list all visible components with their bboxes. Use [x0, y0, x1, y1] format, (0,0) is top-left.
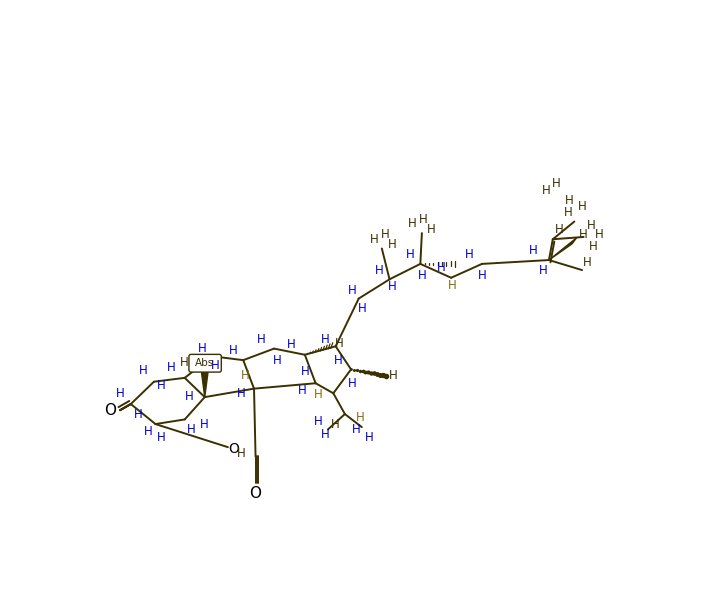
Text: H: H [365, 431, 374, 444]
Text: H: H [236, 387, 246, 400]
Text: H: H [389, 369, 398, 382]
Text: H: H [115, 387, 125, 400]
Text: H: H [335, 353, 343, 367]
Text: H: H [465, 248, 474, 261]
Text: O: O [250, 486, 261, 501]
Text: H: H [187, 423, 195, 436]
Text: H: H [321, 428, 330, 441]
Text: H: H [426, 223, 436, 236]
Text: H: H [406, 248, 414, 261]
Text: H: H [352, 423, 361, 436]
Text: H: H [529, 243, 538, 256]
Text: H: H [380, 228, 389, 241]
Text: H: H [298, 384, 307, 397]
Text: H: H [388, 238, 397, 251]
Text: H: H [198, 342, 206, 355]
Text: O: O [104, 403, 116, 418]
Text: H: H [370, 233, 379, 246]
Text: H: H [417, 269, 426, 282]
Text: H: H [478, 269, 486, 282]
Text: H: H [357, 302, 366, 315]
Text: H: H [321, 333, 330, 346]
Text: H: H [273, 353, 281, 367]
Text: H: H [553, 177, 561, 190]
Text: H: H [313, 415, 323, 428]
FancyBboxPatch shape [189, 355, 221, 372]
Text: H: H [144, 425, 153, 439]
Text: H: H [139, 364, 147, 377]
Text: H: H [237, 447, 246, 460]
Text: H: H [375, 264, 384, 277]
Text: H: H [577, 200, 587, 212]
Text: H: H [449, 279, 457, 292]
Text: H: H [348, 284, 357, 298]
Text: H: H [157, 379, 166, 392]
Text: H: H [539, 264, 548, 277]
Text: H: H [157, 431, 166, 444]
Text: H: H [257, 333, 266, 346]
Text: H: H [134, 408, 143, 421]
Text: H: H [335, 337, 344, 350]
Text: H: H [543, 184, 551, 198]
Text: H: H [564, 206, 572, 219]
Text: H: H [565, 194, 574, 207]
Text: H: H [313, 389, 323, 401]
Polygon shape [549, 238, 577, 260]
Text: H: H [180, 356, 189, 369]
Text: H: H [300, 365, 309, 378]
Text: H: H [348, 377, 357, 390]
Text: H: H [595, 228, 603, 241]
Text: H: H [200, 418, 209, 431]
Text: H: H [579, 228, 588, 241]
Text: H: H [587, 219, 596, 232]
Text: H: H [211, 359, 220, 372]
Text: H: H [356, 411, 365, 424]
Text: H: H [331, 418, 340, 431]
Text: H: H [588, 240, 597, 253]
Text: H: H [555, 223, 563, 236]
Polygon shape [201, 368, 209, 397]
Text: Abs: Abs [195, 358, 214, 368]
Text: H: H [436, 261, 446, 274]
Text: H: H [167, 361, 176, 374]
Text: H: H [241, 369, 249, 382]
Text: H: H [583, 256, 592, 269]
Text: H: H [185, 390, 194, 403]
Text: O: O [229, 443, 239, 456]
Text: H: H [287, 338, 295, 351]
Text: H: H [408, 217, 417, 230]
Text: H: H [229, 344, 238, 356]
Text: H: H [388, 280, 397, 293]
Text: H: H [419, 213, 428, 226]
